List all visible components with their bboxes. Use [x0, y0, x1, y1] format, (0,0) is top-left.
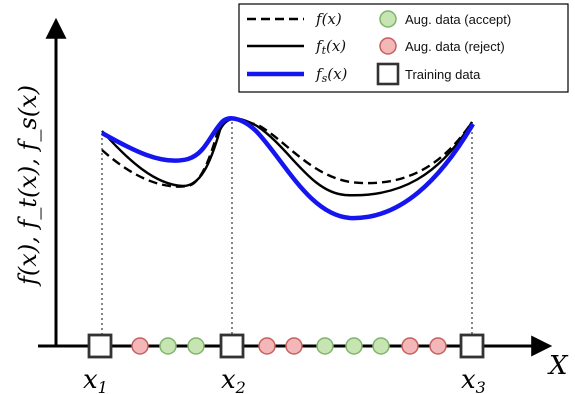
curve-ft: [101, 117, 474, 197]
axis-point-train: [459, 333, 485, 359]
legend-train-label: Training data: [405, 67, 481, 82]
x-tick-3: x3: [461, 365, 486, 394]
axis-point-accept: [316, 337, 334, 355]
legend-accept-marker: [379, 10, 397, 28]
legend-fs-label: fs(x): [315, 65, 348, 85]
axis-point-reject: [429, 337, 447, 355]
x-axis-label: X: [547, 351, 569, 381]
axis-point-reject: [258, 337, 276, 355]
legend-box: [238, 3, 569, 93]
y-axis-label: f(x), f_t(x), f_s(x): [14, 85, 42, 287]
axis-point-train: [87, 333, 113, 359]
legend-train-marker: [376, 62, 400, 86]
axis-point-accept: [372, 337, 390, 355]
legend-ft-label: ft(x): [315, 37, 346, 57]
axis-point-accept: [345, 337, 363, 355]
legend-accept-label: Aug. data (accept): [405, 12, 511, 27]
axis-point-accept: [159, 337, 177, 355]
x-tick-2: x2: [221, 365, 246, 394]
legend-reject-marker: [379, 37, 397, 55]
axis-point-reject: [401, 337, 419, 355]
axis-points: [87, 333, 485, 359]
legend: f(x) ft(x) fs(x) Aug. data (accept) Aug.…: [238, 3, 569, 93]
axis-point-train: [219, 333, 245, 359]
axis-point-accept: [187, 337, 205, 355]
legend-reject-label: Aug. data (reject): [405, 39, 505, 54]
x-tick-1: x1: [83, 365, 108, 394]
legend-f-label: f(x): [315, 10, 342, 28]
curve-fs: [100, 116, 475, 221]
axis-point-reject: [285, 337, 303, 355]
axis-point-reject: [131, 337, 149, 355]
